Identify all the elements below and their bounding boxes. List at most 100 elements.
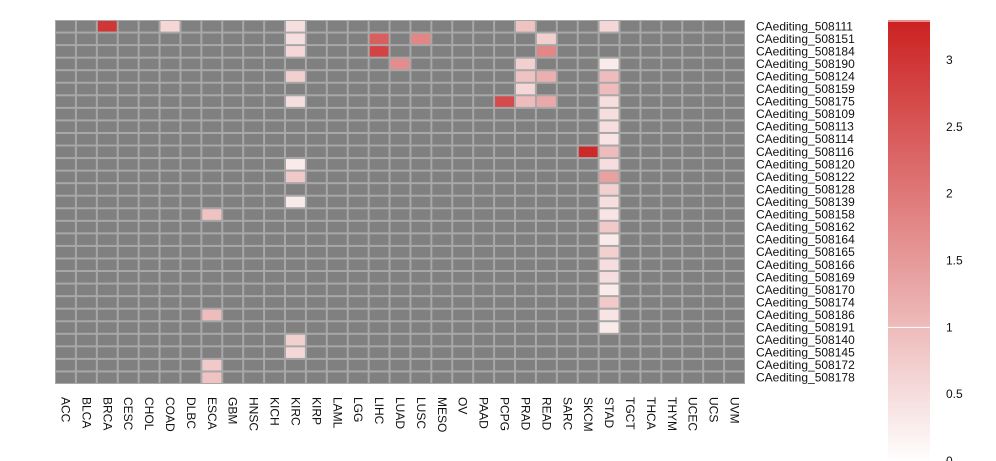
heatmap-cell [369, 33, 389, 45]
heatmap-cell [160, 96, 180, 107]
heatmap-cell [725, 272, 744, 283]
heatmap-cell [244, 372, 264, 383]
heatmap-cell [620, 309, 640, 321]
heatmap-cell [390, 246, 410, 258]
heatmap-cell [599, 284, 619, 296]
heatmap-cell [139, 159, 159, 170]
heatmap-cell [641, 159, 661, 170]
heatmap-cell [369, 309, 389, 321]
heatmap-cell [306, 58, 326, 70]
heatmap-grid [55, 20, 745, 384]
heatmap-cell [97, 133, 117, 145]
heatmap-cell [118, 347, 138, 358]
heatmap-cell [495, 284, 514, 296]
heatmap-cell [181, 359, 201, 371]
row-label: CAediting_508114 [756, 132, 854, 146]
heatmap-cell [202, 322, 222, 333]
heatmap-cell [265, 259, 284, 271]
heatmap-cell [536, 246, 556, 258]
heatmap-cell [265, 272, 284, 283]
heatmap-cell [369, 372, 389, 383]
heatmap-cell [286, 196, 305, 208]
heatmap-cell [97, 259, 117, 271]
legend-gradient-step [888, 273, 930, 278]
heatmap-cell [453, 272, 473, 283]
heatmap-cell [369, 46, 389, 57]
heatmap-cell [181, 58, 201, 70]
heatmap-cell [244, 322, 264, 333]
heatmap-cell [369, 284, 389, 296]
column-label: ACC [58, 397, 72, 423]
heatmap-cell [620, 246, 640, 258]
column-label: READ [539, 397, 553, 431]
heatmap-cell [306, 347, 326, 358]
legend-gradient-step [888, 435, 930, 440]
heatmap-cell [599, 196, 619, 208]
heatmap-cell [495, 58, 514, 70]
heatmap-cell [578, 209, 598, 220]
heatmap-cell [118, 297, 138, 308]
heatmap-cell [202, 159, 222, 170]
column-label: CESC [121, 397, 135, 431]
heatmap-cell [327, 372, 347, 383]
heatmap-cell [453, 146, 473, 158]
legend-gradient-step [888, 200, 930, 205]
heatmap-cell [286, 159, 305, 170]
heatmap-cell [704, 184, 724, 195]
heatmap-cell [516, 272, 535, 283]
heatmap-cell [202, 221, 222, 233]
heatmap-cell [536, 209, 556, 220]
heatmap-cell [139, 196, 159, 208]
heatmap-cell [160, 322, 180, 333]
heatmap-cell [578, 46, 598, 57]
heatmap-cell [390, 184, 410, 195]
heatmap-cell [495, 33, 514, 45]
heatmap-cell [265, 146, 284, 158]
heatmap-cell [704, 309, 724, 321]
heatmap-cell [76, 83, 96, 95]
heatmap-cell [641, 334, 661, 346]
heatmap-cell [223, 272, 243, 283]
heatmap-cell [160, 334, 180, 346]
heatmap-cell [97, 209, 117, 220]
heatmap-cell [265, 309, 284, 321]
heatmap-cell [139, 58, 159, 70]
heatmap-cell [704, 171, 724, 183]
heatmap-cell [202, 196, 222, 208]
heatmap-cell [578, 297, 598, 308]
heatmap-cell [725, 146, 744, 158]
legend-gradient-step [888, 361, 930, 367]
legend-gradient-step [888, 108, 930, 113]
heatmap-cell [202, 347, 222, 358]
heatmap-cell [474, 372, 494, 383]
row-label: CAediting_508165 [756, 245, 855, 259]
heatmap-cell [139, 46, 159, 57]
heatmap-cell [725, 372, 744, 383]
heatmap-cell [557, 284, 577, 296]
heatmap-cell [453, 372, 473, 383]
heatmap-cell [557, 372, 577, 383]
heatmap-cell [516, 347, 535, 358]
heatmap-cell [139, 221, 159, 233]
heatmap-cell [390, 284, 410, 296]
heatmap-cell [369, 96, 389, 107]
heatmap-cell [118, 259, 138, 271]
heatmap-cell [202, 33, 222, 45]
heatmap-cell [683, 21, 703, 32]
row-label: CAediting_508113 [756, 120, 854, 134]
row-label: CAediting_508174 [756, 295, 855, 309]
heatmap-cell [411, 58, 431, 70]
heatmap-cell [536, 359, 556, 371]
heatmap-cell [557, 259, 577, 271]
heatmap-cell [181, 284, 201, 296]
heatmap-cell [286, 309, 305, 321]
heatmap-cell [453, 33, 473, 45]
heatmap-cell [599, 121, 619, 132]
heatmap-cell [348, 272, 368, 283]
legend-gradient-step [888, 159, 930, 164]
column-label: LIHC [372, 397, 386, 425]
heatmap-cell [202, 246, 222, 258]
legend-gradient-step [888, 86, 930, 91]
heatmap-cell [516, 71, 535, 82]
heatmap-cell [704, 133, 724, 145]
